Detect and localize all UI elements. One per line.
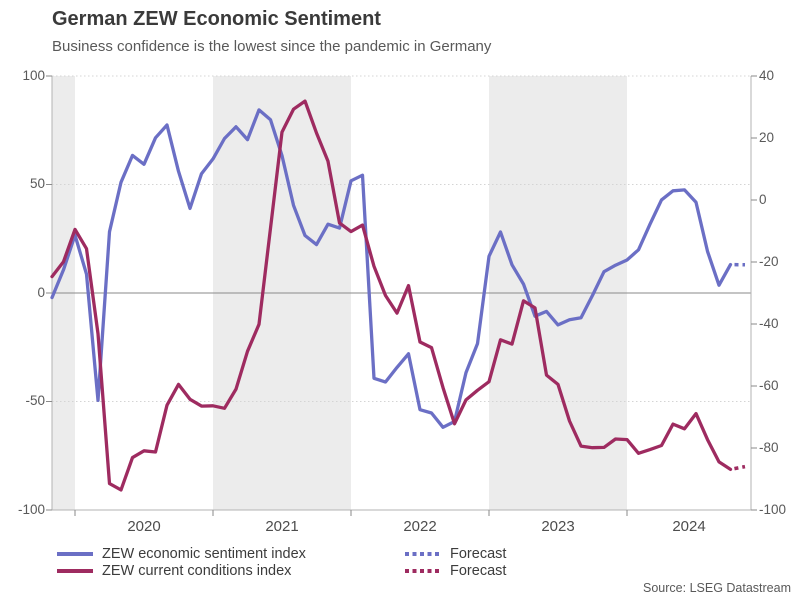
legend-label-forecast-conditions: Forecast bbox=[450, 562, 507, 579]
legend-item-forecast-sentiment: Forecast bbox=[405, 545, 506, 562]
legend-label-conditions: ZEW current conditions index bbox=[102, 562, 292, 579]
y-right-tick-neg20: -20 bbox=[759, 254, 779, 269]
y-left-tick-100: 100 bbox=[22, 68, 45, 83]
y-left-tick-neg50: -50 bbox=[25, 393, 45, 408]
legend-item-forecast-conditions: Forecast bbox=[405, 562, 506, 579]
legend-label-sentiment: ZEW economic sentiment index bbox=[102, 545, 306, 562]
legend-item-sentiment: ZEW economic sentiment index bbox=[57, 545, 306, 562]
chart-subtitle: Business confidence is the lowest since … bbox=[52, 38, 492, 55]
source-credit: Source: LSEG Datastream bbox=[643, 581, 791, 595]
x-tick-2024: 2024 bbox=[672, 518, 706, 535]
x-tick-2020: 2020 bbox=[127, 518, 161, 535]
forecast-line-1 bbox=[730, 464, 746, 472]
y-right-tick-0: 0 bbox=[759, 192, 767, 207]
y-right-tick-neg40: -40 bbox=[759, 316, 779, 331]
y-right-tick-neg60: -60 bbox=[759, 378, 779, 393]
y-right-tick-20: 20 bbox=[759, 130, 775, 145]
y-left-tick-50: 50 bbox=[29, 176, 45, 191]
y-left-tick-neg100: -100 bbox=[17, 502, 45, 517]
series-line-0 bbox=[50, 108, 733, 429]
series-line-1 bbox=[50, 99, 733, 492]
legend-swatch-forecast-sentiment-icon bbox=[405, 551, 441, 556]
x-tick-2021: 2021 bbox=[265, 518, 299, 535]
y-left-tick-0: 0 bbox=[37, 285, 45, 300]
legend-swatch-sentiment-icon bbox=[57, 551, 93, 556]
legend-swatch-conditions-icon bbox=[57, 568, 93, 573]
x-tick-2023: 2023 bbox=[541, 518, 575, 535]
legend-item-conditions: ZEW current conditions index bbox=[57, 562, 291, 579]
y-right-tick-neg80: -80 bbox=[759, 440, 779, 455]
x-tick-2022: 2022 bbox=[403, 518, 437, 535]
legend-label-forecast-sentiment: Forecast bbox=[450, 545, 507, 562]
y-right-tick-40: 40 bbox=[759, 68, 775, 83]
chart-title: German ZEW Economic Sentiment bbox=[52, 8, 381, 30]
legend-swatch-forecast-conditions-icon bbox=[405, 568, 441, 573]
y-right-tick-neg100: -100 bbox=[759, 502, 787, 517]
